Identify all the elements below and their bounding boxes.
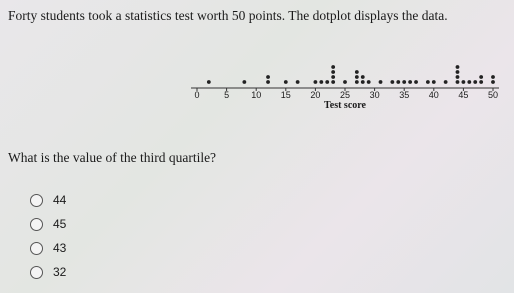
dot: [431, 80, 436, 84]
dotplot: Test score 0 5 10 15 20 25 30 35 40 45 50: [191, 65, 499, 111]
dot: [319, 80, 324, 84]
x-tick-label: 20: [310, 90, 320, 100]
dot: [491, 80, 495, 84]
dot: [325, 80, 330, 84]
dot: [414, 80, 418, 84]
dot: [455, 80, 460, 84]
option-label: 44: [53, 193, 67, 207]
dot: [425, 80, 430, 84]
dot: [479, 80, 484, 84]
dot: [354, 80, 359, 84]
intro-text: Forty students took a statistics test wo…: [8, 8, 448, 23]
x-tick-label: 25: [340, 90, 350, 100]
x-tick-label: 15: [281, 90, 291, 100]
radio-button[interactable]: [30, 217, 43, 231]
dot: [242, 80, 247, 84]
answer-option[interactable]: 32: [30, 263, 66, 281]
dot: [354, 70, 359, 74]
radio-button[interactable]: [30, 241, 43, 255]
answer-option[interactable]: 45: [30, 215, 66, 233]
answer-option[interactable]: 43: [30, 239, 66, 257]
dot: [313, 80, 318, 84]
dot: [343, 80, 347, 84]
x-tick-label: 45: [458, 90, 468, 100]
dot: [402, 80, 407, 84]
dot: [473, 80, 478, 84]
x-tick-label: 5: [224, 90, 229, 100]
radio-button[interactable]: [30, 193, 43, 207]
x-axis-label: Test score: [324, 100, 367, 111]
dot: [360, 80, 365, 84]
question-text: What is the value of the third quartile?: [8, 150, 217, 165]
dot: [331, 75, 336, 79]
dot: [443, 80, 448, 84]
dot: [455, 65, 460, 69]
x-tick-label: 40: [429, 90, 439, 100]
dot: [390, 80, 395, 84]
option-label: 32: [53, 265, 67, 279]
dot: [396, 80, 401, 84]
dot: [479, 75, 484, 79]
dot: [354, 75, 359, 79]
dot: [366, 80, 371, 84]
dot: [331, 65, 336, 69]
answer-option[interactable]: 44: [30, 191, 66, 209]
dot: [360, 75, 365, 79]
dot: [455, 70, 460, 74]
radio-button[interactable]: [30, 265, 43, 279]
dot: [408, 80, 413, 84]
option-label: 43: [53, 241, 67, 255]
dot: [331, 80, 336, 84]
dot: [331, 70, 336, 74]
x-tick-label: 10: [251, 90, 261, 100]
dot: [461, 80, 466, 84]
dot: [283, 80, 288, 84]
dot: [378, 80, 383, 84]
dot: [467, 80, 472, 84]
dot: [295, 80, 300, 84]
dot: [266, 80, 270, 84]
dot: [206, 80, 211, 84]
x-tick-label: 50: [488, 90, 498, 100]
option-label: 45: [53, 217, 67, 231]
x-tick-label: 35: [399, 90, 409, 100]
dot: [491, 75, 495, 79]
x-tick-label: 30: [370, 90, 380, 100]
x-tick-label: 0: [194, 90, 199, 100]
dot: [266, 75, 270, 79]
dot: [455, 75, 460, 79]
